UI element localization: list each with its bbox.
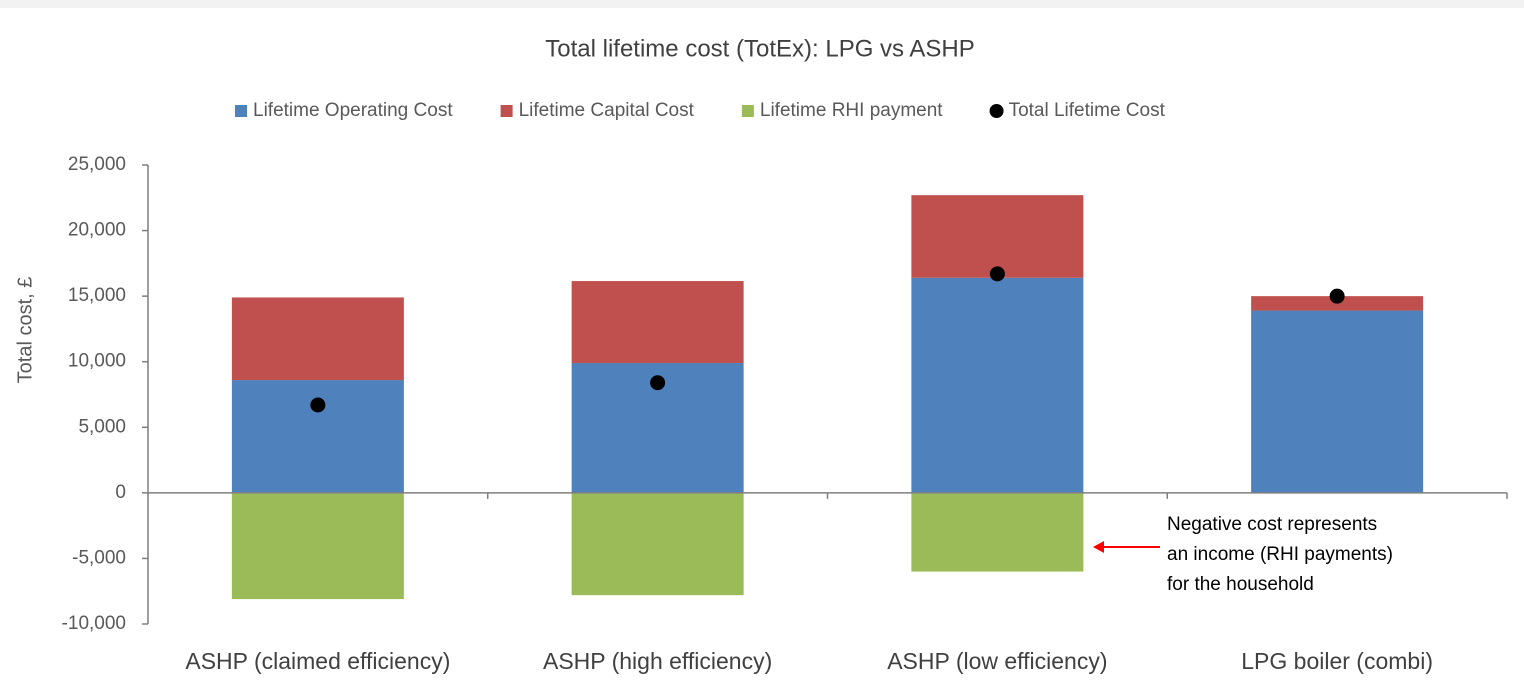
bar-segment [911, 277, 1084, 493]
bar-segment [231, 492, 404, 600]
total-dot [650, 375, 666, 391]
legend-swatch [235, 105, 247, 117]
y-tick-label: 10,000 [68, 351, 126, 372]
annotation-text: Negative cost represents [1167, 514, 1377, 535]
y-tick-label: 20,000 [68, 220, 126, 241]
legend-swatch [500, 105, 513, 117]
annotation-text: an income (RHI payments) [1167, 544, 1393, 565]
bar-segment [1251, 310, 1424, 493]
y-axis-label: Total cost, £ [14, 277, 36, 384]
x-tick-label: ASHP (high efficiency) [543, 648, 772, 674]
x-tick-label: LPG boiler (combi) [1241, 648, 1433, 674]
x-tick-label: ASHP (claimed efficiency) [185, 648, 450, 674]
legend-label: Lifetime Capital Cost [519, 100, 695, 121]
bar-segment [231, 297, 404, 381]
legend-marker [989, 104, 1004, 118]
legend-label: Total Lifetime Cost [1009, 100, 1166, 121]
total-dot [310, 397, 326, 413]
y-tick-label: 25,000 [68, 154, 126, 175]
legend-swatch [741, 105, 754, 117]
y-tick-label: 0 [115, 482, 126, 503]
top-strip [0, 0, 1524, 8]
total-dot [989, 266, 1005, 282]
legend-label: Lifetime RHI payment [760, 100, 943, 121]
x-tick-label: ASHP (low efficiency) [887, 648, 1107, 674]
bar-segment [571, 281, 744, 364]
y-tick-label: 5,000 [78, 416, 126, 437]
bar-segment [231, 380, 404, 493]
bar-segment [911, 492, 1084, 572]
total-dot [1329, 288, 1345, 304]
annotation-text: for the household [1167, 574, 1314, 595]
legend-label: Lifetime Operating Cost [253, 100, 453, 121]
bar-segment [911, 195, 1084, 278]
y-tick-label: -10,000 [62, 613, 126, 634]
y-tick-label: -5,000 [72, 547, 126, 568]
y-tick-label: 15,000 [68, 285, 126, 306]
bar-segment [571, 492, 744, 596]
annotation-arrowhead [1093, 541, 1104, 553]
chart-title: Total lifetime cost (TotEx): LPG vs ASHP [545, 35, 974, 62]
